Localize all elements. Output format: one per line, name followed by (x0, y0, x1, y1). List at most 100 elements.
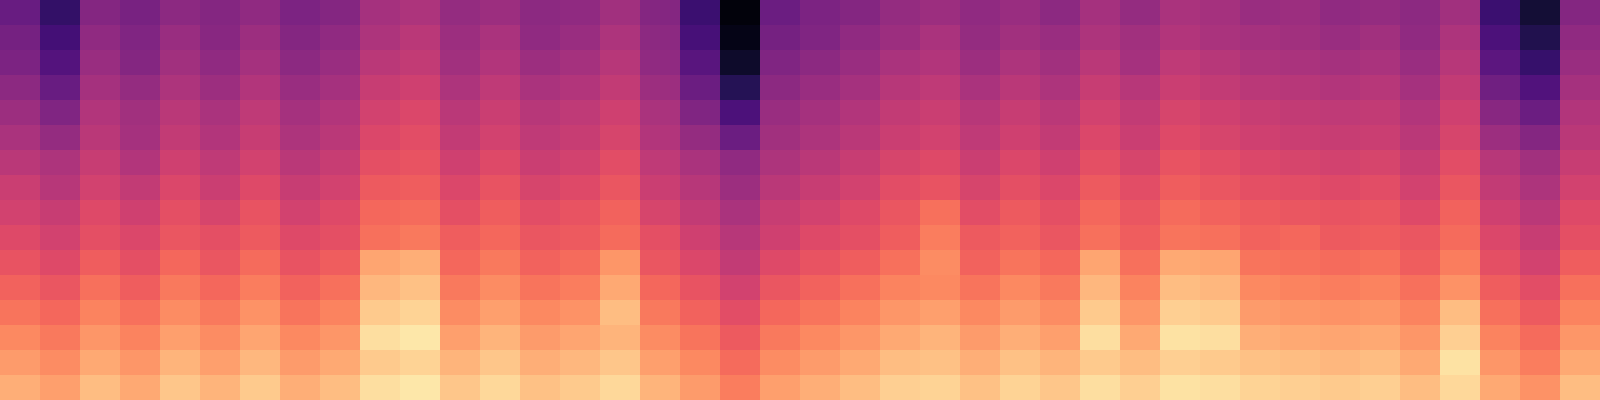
heatmap-cell (1160, 0, 1201, 26)
heatmap-cell (1200, 300, 1241, 326)
heatmap-cell (360, 175, 401, 201)
heatmap-cell (360, 350, 401, 376)
heatmap-cell (560, 300, 601, 326)
heatmap-cell (880, 0, 921, 26)
heatmap-cell (600, 100, 641, 126)
heatmap-cell (1400, 225, 1441, 251)
heatmap-cell (1280, 225, 1321, 251)
heatmap-cell (920, 0, 961, 26)
heatmap-cell (520, 175, 561, 201)
heatmap-cell (1000, 25, 1041, 51)
heatmap-cell (1320, 75, 1361, 101)
heatmap-cell (1560, 200, 1600, 226)
heatmap-cell (1040, 50, 1081, 76)
heatmap-cell (880, 200, 921, 226)
heatmap-cell (1400, 100, 1441, 126)
heatmap-cell (1000, 250, 1041, 276)
heatmap-cell (800, 225, 841, 251)
heatmap-cell (40, 0, 81, 26)
heatmap-cell (1080, 375, 1121, 400)
heatmap-cell (280, 150, 321, 176)
heatmap-cell (200, 225, 241, 251)
heatmap-cell (840, 100, 881, 126)
heatmap-cell (560, 50, 601, 76)
heatmap-cell (1240, 150, 1281, 176)
heatmap-cell (480, 275, 521, 301)
heatmap-cell (640, 250, 681, 276)
heatmap-cell (1280, 125, 1321, 151)
heatmap-cell (440, 275, 481, 301)
heatmap-cell (480, 200, 521, 226)
heatmap-cell (440, 325, 481, 351)
heatmap-cell (1080, 225, 1121, 251)
heatmap-cell (400, 275, 441, 301)
heatmap-cell (1520, 150, 1561, 176)
heatmap-cell (720, 300, 761, 326)
heatmap-cell (200, 200, 241, 226)
heatmap-cell (1080, 50, 1121, 76)
heatmap-cell (1560, 225, 1600, 251)
heatmap-cell (800, 250, 841, 276)
heatmap-cell (80, 100, 121, 126)
heatmap-cell (200, 0, 241, 26)
heatmap-cell (960, 125, 1001, 151)
heatmap-cell (840, 150, 881, 176)
heatmap-cell (80, 50, 121, 76)
heatmap-cell (1480, 75, 1521, 101)
heatmap-cell (880, 300, 921, 326)
heatmap-cell (1400, 325, 1441, 351)
heatmap-cell (1200, 125, 1241, 151)
heatmap-cell (840, 75, 881, 101)
heatmap-cell (280, 225, 321, 251)
heatmap-cell (1520, 125, 1561, 151)
heatmap-cell (1520, 100, 1561, 126)
heatmap-cell (760, 175, 801, 201)
heatmap-cell (760, 300, 801, 326)
heatmap-cell (960, 100, 1001, 126)
heatmap-cell (1520, 300, 1561, 326)
heatmap-cell (1360, 150, 1401, 176)
heatmap-cell (1520, 75, 1561, 101)
heatmap-cell (440, 225, 481, 251)
heatmap-cell (1000, 325, 1041, 351)
heatmap-cell (440, 0, 481, 26)
heatmap-cell (640, 375, 681, 400)
heatmap-cell (400, 200, 441, 226)
heatmap-cell (1160, 375, 1201, 400)
heatmap-cell (760, 75, 801, 101)
heatmap-cell (1000, 50, 1041, 76)
heatmap-cell (840, 0, 881, 26)
heatmap-cell (1040, 150, 1081, 176)
heatmap-cell (440, 75, 481, 101)
heatmap-cell (160, 150, 201, 176)
heatmap-cell (1440, 200, 1481, 226)
heatmap-cell (1360, 100, 1401, 126)
heatmap-cell (480, 350, 521, 376)
heatmap-cell (440, 150, 481, 176)
heatmap-cell (240, 175, 281, 201)
heatmap-cell (200, 275, 241, 301)
heatmap-cell (80, 200, 121, 226)
heatmap-cell (680, 75, 721, 101)
heatmap-cell (1320, 125, 1361, 151)
heatmap-cell (1320, 225, 1361, 251)
heatmap-cell (1440, 50, 1481, 76)
heatmap-cell (1520, 225, 1561, 251)
heatmap-cell (600, 125, 641, 151)
heatmap-cell (120, 125, 161, 151)
heatmap-cell (640, 200, 681, 226)
heatmap-cell (480, 50, 521, 76)
heatmap-cell (400, 375, 441, 400)
heatmap-cell (320, 250, 361, 276)
heatmap-cell (0, 150, 41, 176)
heatmap-cell (680, 350, 721, 376)
heatmap-cell (880, 350, 921, 376)
heatmap-cell (240, 125, 281, 151)
heatmap-cell (160, 325, 201, 351)
heatmap-cell (880, 325, 921, 351)
heatmap-cell (800, 50, 841, 76)
heatmap-cell (1040, 175, 1081, 201)
heatmap-cell (800, 150, 841, 176)
heatmap-cell (1200, 0, 1241, 26)
heatmap-cell (120, 100, 161, 126)
